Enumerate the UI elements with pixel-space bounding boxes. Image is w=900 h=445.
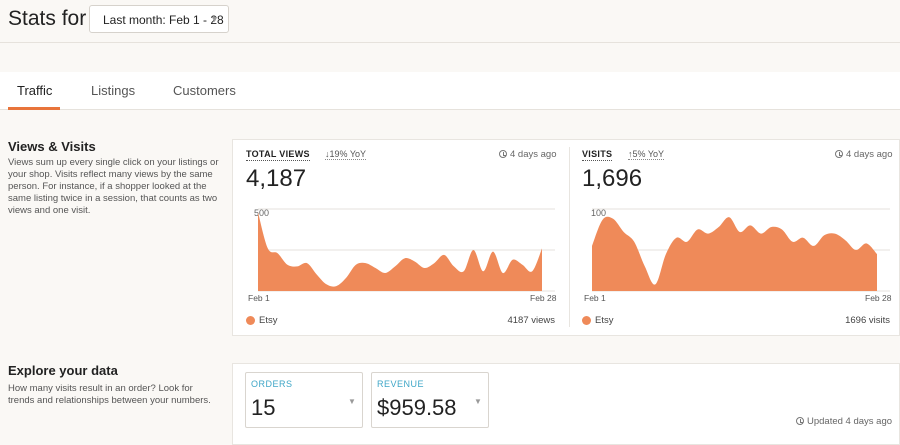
revenue-label: REVENUE — [377, 379, 425, 389]
x-end-label: Feb 28 — [865, 293, 892, 303]
active-tab-indicator — [8, 107, 60, 110]
views-visits-title: Views & Visits — [8, 139, 96, 154]
revenue-value: $959.58 — [377, 395, 457, 420]
visits-chart: 100 Feb 1 Feb 28 — [584, 208, 892, 303]
legend-dot-etsy — [582, 316, 591, 325]
tab-customers[interactable]: Customers — [173, 83, 236, 98]
total-views-yoy-value: 19% YoY — [329, 149, 367, 159]
visits-yoy-value: 5% YoY — [632, 149, 665, 159]
header-bar: Stats for Last month: Feb 1 - 28 ▼ — [0, 0, 900, 43]
total-views-updated: 4 days ago — [499, 149, 556, 160]
visits-updated-text: 4 days ago — [846, 149, 893, 160]
orders-value: 15 — [251, 395, 276, 420]
chevron-down-icon: ▼ — [348, 397, 356, 406]
visits-value: 1,696 — [582, 165, 643, 192]
visits-label[interactable]: VISITS — [582, 149, 613, 161]
visits-yoy[interactable]: ↑5% YoY — [628, 149, 665, 160]
tab-traffic[interactable]: Traffic — [17, 83, 53, 98]
explore-title: Explore your data — [8, 363, 118, 378]
chevron-down-icon: ▼ — [474, 397, 482, 406]
legend-dot-etsy — [246, 316, 255, 325]
arrow-down-icon: ↓ — [325, 149, 330, 159]
visits-updated: 4 days ago — [835, 149, 892, 160]
visits-legend-label: Etsy — [595, 315, 614, 326]
x-end-label: Feb 28 — [530, 293, 557, 303]
views-legend-count: 4187 views — [507, 315, 555, 326]
arrow-up-icon: ↑ — [628, 149, 633, 159]
total-views-value: 4,187 — [246, 165, 307, 192]
chevron-down-icon: ▼ — [210, 14, 219, 24]
tab-listings[interactable]: Listings — [91, 83, 136, 98]
tab-bar: Traffic Listings Customers — [0, 72, 900, 110]
visits-area-series — [592, 216, 877, 291]
views-area-series — [258, 212, 542, 291]
views-visits-description: Views sum up every single click on your … — [8, 157, 219, 216]
clock-icon — [796, 417, 804, 425]
explore-updated-text: Updated 4 days ago — [807, 416, 893, 427]
visits-legend-count: 1696 visits — [845, 315, 890, 326]
clock-icon — [835, 150, 843, 158]
explore-description: How many visits result in an order? Look… — [8, 383, 211, 406]
orders-metric-select[interactable]: ORDERS 15 ▼ — [245, 372, 363, 428]
total-views-updated-text: 4 days ago — [510, 149, 557, 160]
y-tick-label: 500 — [254, 208, 269, 218]
x-start-label: Feb 1 — [248, 293, 270, 303]
revenue-metric-select[interactable]: REVENUE $959.58 ▼ — [371, 372, 489, 428]
total-views-label[interactable]: TOTAL VIEWS — [246, 149, 310, 161]
date-range-value: Last month: Feb 1 - 28 — [103, 13, 224, 27]
views-visits-card — [232, 139, 900, 336]
explore-updated: Updated 4 days ago — [796, 416, 892, 427]
views-legend-label: Etsy — [259, 315, 278, 326]
card-divider — [569, 147, 570, 327]
date-range-select[interactable]: Last month: Feb 1 - 28 ▼ — [89, 5, 229, 33]
clock-icon — [499, 150, 507, 158]
x-start-label: Feb 1 — [584, 293, 606, 303]
total-views-yoy[interactable]: ↓19% YoY — [325, 149, 367, 160]
page-title: Stats for — [8, 7, 87, 30]
y-tick-label: 100 — [591, 208, 606, 218]
orders-label: ORDERS — [251, 379, 293, 389]
views-chart: 500 Feb 1 Feb 28 — [248, 208, 557, 303]
